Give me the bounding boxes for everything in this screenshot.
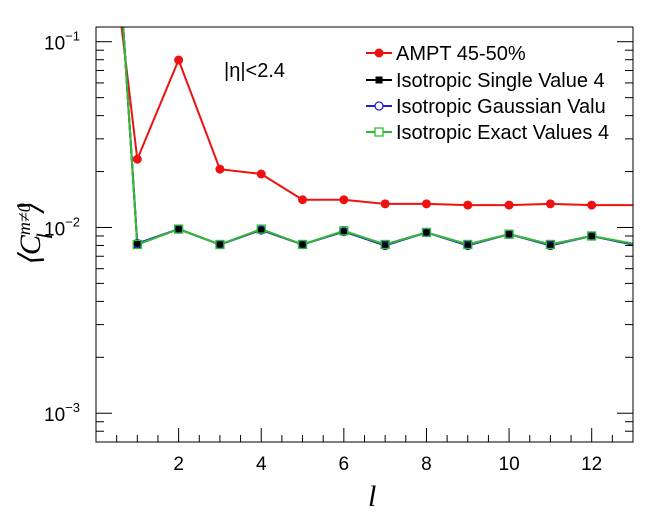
data-point: [173, 224, 184, 234]
data-point: [463, 239, 473, 250]
data-point: [133, 240, 141, 248]
x-tick-label: 12: [581, 454, 602, 475]
legend-marker: [375, 76, 383, 84]
x-axis-label: l: [368, 480, 376, 513]
svg-text:⟨Cm≠0l⟩: ⟨Cm≠0l⟩: [14, 203, 57, 267]
data-point: [339, 195, 349, 205]
data-point: [380, 239, 390, 250]
marker-group: [132, 55, 597, 251]
data-point: [505, 230, 513, 238]
y-tick-label: 10−3: [44, 400, 80, 426]
data-point: [215, 239, 225, 250]
data-point: [297, 239, 308, 250]
data-point: [504, 200, 514, 210]
legend-label: AMPT 45-50%: [396, 43, 526, 65]
x-tick-label: 10: [499, 454, 520, 475]
data-point: [587, 200, 597, 210]
plot-frame: [95, 26, 634, 443]
data-point: [298, 195, 308, 205]
x-tick-label: 8: [421, 454, 432, 475]
data-point: [545, 239, 556, 250]
data-point: [257, 226, 265, 234]
data-point: [546, 240, 554, 248]
y-tick-label: 10−2: [44, 214, 80, 240]
x-tick-label: 6: [339, 454, 350, 475]
data-point: [340, 228, 348, 236]
data-point: [588, 232, 596, 240]
legend-label: Isotropic Gaussian Valu: [396, 96, 606, 118]
x-tick-label: 2: [173, 454, 184, 475]
data-point: [421, 227, 432, 238]
x-tick-label: 4: [256, 454, 267, 475]
legend-label: Isotropic Single Value 4: [396, 70, 605, 92]
tick-marks: [96, 41, 634, 443]
legend-label: Isotropic Exact Values 4: [396, 122, 609, 144]
data-point: [216, 240, 224, 248]
series-line-0: [120, 27, 633, 207]
data-point: [256, 224, 266, 234]
data-point: [464, 240, 472, 248]
legend-marker: [374, 101, 384, 111]
data-point: [422, 228, 430, 236]
data-point: [132, 154, 142, 164]
eta-annotation: |η|<2.4: [224, 60, 285, 82]
y-tick-label: 10−1: [44, 29, 80, 55]
data-point: [381, 240, 389, 248]
data-point: [175, 225, 183, 233]
data-point: [174, 55, 184, 65]
legend-marker: [374, 127, 384, 137]
x-tick-labels: 2 4 6 8 10 12: [173, 454, 602, 475]
data-point: [587, 231, 597, 241]
legend: AMPT 45-50% Isotropic Single Value 4 Isotr…: [366, 43, 609, 144]
data-point: [299, 240, 307, 248]
legend-marker: [374, 48, 384, 58]
data-point: [380, 199, 390, 209]
data-point: [132, 239, 142, 250]
series-line-3: [122, 27, 633, 246]
data-point: [504, 229, 514, 239]
data-point: [421, 199, 431, 209]
y-tick-labels: 10−3 10−2 10−1: [44, 29, 80, 427]
y-axis-label: ⟨Cm≠0l⟩: [14, 203, 57, 267]
data-point: [545, 199, 555, 209]
data-point: [256, 169, 266, 179]
data-point: [215, 164, 225, 174]
data-point: [339, 226, 349, 236]
data-point: [463, 200, 473, 210]
series-group: [120, 27, 633, 247]
